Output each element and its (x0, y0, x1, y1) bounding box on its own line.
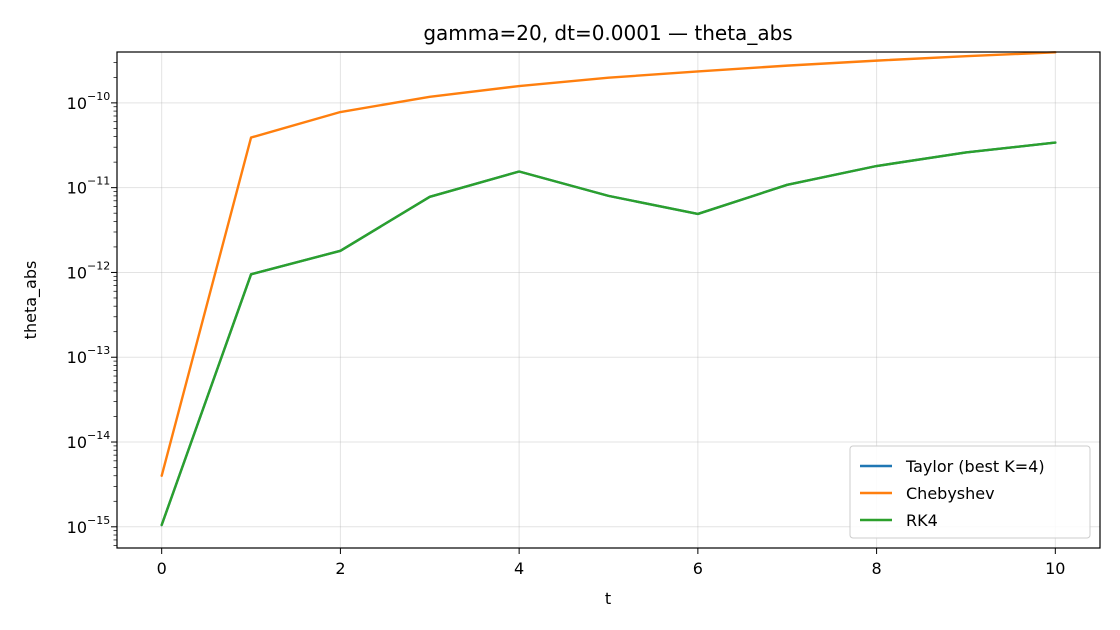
x-tick-label: 0 (157, 559, 167, 578)
chart-title: gamma=20, dt=0.0001 — theta_abs (423, 21, 792, 45)
x-axis-ticks: 0 2 4 6 8 10 (157, 548, 1065, 578)
series-line-2 (160, 51, 1057, 477)
y-tick-label: 10 (67, 433, 87, 452)
x-axis-label: t (605, 589, 611, 608)
legend-label: Chebyshev (906, 484, 995, 503)
y-tick-label: 10 (67, 179, 87, 198)
legend-label: Taylor (best K=4) (905, 457, 1045, 476)
y-tick-label: 10 (67, 263, 87, 282)
y-tick-exponent: −13 (87, 344, 110, 357)
legend-label: RK4 (906, 511, 938, 530)
x-tick-label: 8 (871, 559, 881, 578)
grid (117, 52, 1100, 548)
y-tick-label: 10 (67, 518, 87, 537)
plot-frame (116, 51, 1101, 549)
x-tick-label: 10 (1045, 559, 1065, 578)
legend-box (849, 445, 1091, 539)
y-axis-label: theta_abs (21, 261, 41, 340)
y-tick-exponent: −11 (87, 175, 110, 188)
y-tick-exponent: −10 (87, 90, 110, 103)
y-tick-label: 10 (67, 348, 87, 367)
series-layer (160, 51, 1057, 527)
x-tick-label: 6 (693, 559, 703, 578)
y-tick-label: 10 (67, 94, 87, 113)
y-tick-exponent: −14 (87, 429, 110, 442)
legend: Taylor (best K=4) Chebyshev RK4 (849, 445, 1091, 539)
x-tick-label: 2 (335, 559, 345, 578)
y-tick-exponent: −12 (87, 259, 110, 272)
series-line-3 (160, 141, 1057, 527)
y-tick-exponent: −15 (87, 514, 110, 527)
x-tick-label: 4 (514, 559, 524, 578)
